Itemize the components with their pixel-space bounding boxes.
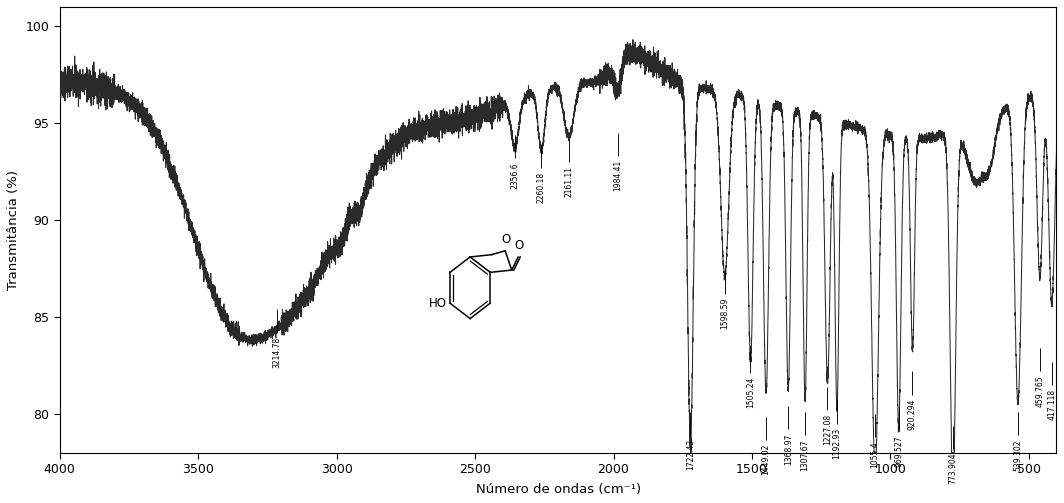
Text: 1368.97: 1368.97 <box>784 433 793 465</box>
X-axis label: Número de ondas (cm⁻¹): Número de ondas (cm⁻¹) <box>476 483 641 496</box>
Text: 459.765: 459.765 <box>1035 375 1045 407</box>
Text: 1055.4: 1055.4 <box>870 441 880 468</box>
Text: 1192.93: 1192.93 <box>832 428 842 459</box>
Text: 3214.78: 3214.78 <box>272 337 282 368</box>
Text: 920.294: 920.294 <box>908 398 917 430</box>
Text: 773.904: 773.904 <box>948 453 958 484</box>
Text: 2161.11: 2161.11 <box>564 166 573 197</box>
Text: 969.527: 969.527 <box>895 435 903 467</box>
Text: 539.302: 539.302 <box>1013 439 1023 471</box>
Text: 1505.24: 1505.24 <box>746 377 755 408</box>
Text: 1307.67: 1307.67 <box>801 439 810 471</box>
Text: 1984.41: 1984.41 <box>613 160 622 191</box>
Text: 1449.02: 1449.02 <box>762 444 770 475</box>
Text: 1227.08: 1227.08 <box>822 414 832 445</box>
Text: 1722.43: 1722.43 <box>686 439 695 470</box>
Text: 2356.6: 2356.6 <box>511 162 519 189</box>
Text: 417.118: 417.118 <box>1047 389 1057 420</box>
Y-axis label: Transmitância (%): Transmitância (%) <box>7 170 20 290</box>
Text: 2260.18: 2260.18 <box>537 172 546 203</box>
Text: 1598.59: 1598.59 <box>720 298 729 329</box>
